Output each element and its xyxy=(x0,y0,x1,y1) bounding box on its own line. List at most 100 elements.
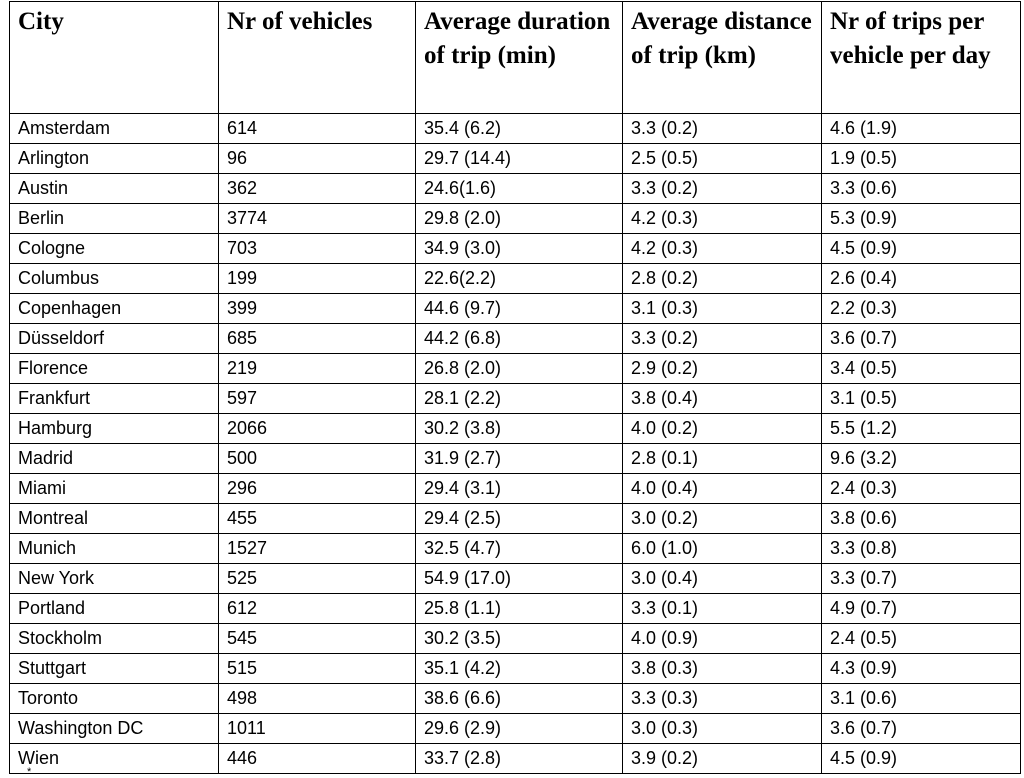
distance-cell: 3.0 (0.4) xyxy=(622,563,822,594)
city-cell: Cologne xyxy=(9,233,219,264)
distance-cell: 3.8 (0.4) xyxy=(622,383,822,414)
vehicles-cell: 219 xyxy=(218,353,416,384)
table-row: New York 525 54.9 (17.0) 3.0 (0.4) 3.3 (0.7) xyxy=(9,563,1021,594)
city-cell: Copenhagen xyxy=(9,293,219,324)
vehicles-cell: 3774 xyxy=(218,203,416,234)
distance-cell: 3.3 (0.2) xyxy=(622,113,822,144)
table-row: Düsseldorf 685 44.2 (6.8) 3.3 (0.2) 3.6 (0.7… xyxy=(9,323,1021,354)
vehicles-cell: 515 xyxy=(218,653,416,684)
city-cell: Stuttgart xyxy=(9,653,219,684)
duration-cell: 30.2 (3.5) xyxy=(415,623,623,654)
duration-cell: 29.6 (2.9) xyxy=(415,713,623,744)
city-cell: Portland xyxy=(9,593,219,624)
header-average-duration: Average duration of trip (min) xyxy=(415,1,623,114)
duration-cell: 44.2 (6.8) xyxy=(415,323,623,354)
trips-cell: 5.3 (0.9) xyxy=(821,203,1021,234)
table-row: Washington DC 1011 29.6 (2.9) 3.0 (0.3) 3.6 … xyxy=(9,713,1021,744)
trips-cell: 3.3 (0.7) xyxy=(821,563,1021,594)
table-row: Wien 446 33.7 (2.8) 3.9 (0.2) 4.5 (0.9) xyxy=(9,743,1021,774)
distance-cell: 4.2 (0.3) xyxy=(622,203,822,234)
duration-cell: 29.4 (2.5) xyxy=(415,503,623,534)
distance-cell: 3.8 (0.3) xyxy=(622,653,822,684)
vehicles-cell: 399 xyxy=(218,293,416,324)
trips-cell: 3.8 (0.6) xyxy=(821,503,1021,534)
duration-cell: 28.1 (2.2) xyxy=(415,383,623,414)
duration-cell: 24.6(1.6) xyxy=(415,173,623,204)
table-row: Munich 1527 32.5 (4.7) 6.0 (1.0) 3.3 (0.8) xyxy=(9,533,1021,564)
city-cell: Wien xyxy=(9,743,219,774)
duration-cell: 34.9 (3.0) xyxy=(415,233,623,264)
table-row: Cologne 703 34.9 (3.0) 4.2 (0.3) 4.5 (0.9) xyxy=(9,233,1021,264)
distance-cell: 2.9 (0.2) xyxy=(622,353,822,384)
trips-cell: 3.3 (0.8) xyxy=(821,533,1021,564)
duration-cell: 26.8 (2.0) xyxy=(415,353,623,384)
trips-cell: 2.2 (0.3) xyxy=(821,293,1021,324)
header-city: City xyxy=(9,1,219,114)
city-cell: Montreal xyxy=(9,503,219,534)
city-cell: Munich xyxy=(9,533,219,564)
trips-cell: 3.1 (0.5) xyxy=(821,383,1021,414)
city-cell: Hamburg xyxy=(9,413,219,444)
vehicles-cell: 685 xyxy=(218,323,416,354)
vehicles-cell: 612 xyxy=(218,593,416,624)
distance-cell: 2.8 (0.1) xyxy=(622,443,822,474)
trips-cell: 3.3 (0.6) xyxy=(821,173,1021,204)
trips-cell: 2.4 (0.5) xyxy=(821,623,1021,654)
trips-cell: 2.6 (0.4) xyxy=(821,263,1021,294)
vehicles-cell: 96 xyxy=(218,143,416,174)
footnote-marker: * xyxy=(27,766,32,778)
trips-cell: 4.5 (0.9) xyxy=(821,743,1021,774)
distance-cell: 4.0 (0.2) xyxy=(622,413,822,444)
vehicles-cell: 597 xyxy=(218,383,416,414)
header-average-distance: Average distance of trip (km) xyxy=(622,1,822,114)
duration-cell: 32.5 (4.7) xyxy=(415,533,623,564)
vehicles-cell: 525 xyxy=(218,563,416,594)
vehicle-trips-table: City Nr of vehicles Average duration of … xyxy=(9,1,1021,774)
header-trips-per-vehicle: Nr of trips per vehicle per day xyxy=(821,1,1021,114)
vehicles-cell: 498 xyxy=(218,683,416,714)
vehicles-cell: 2066 xyxy=(218,413,416,444)
trips-cell: 5.5 (1.2) xyxy=(821,413,1021,444)
distance-cell: 4.0 (0.9) xyxy=(622,623,822,654)
trips-cell: 4.9 (0.7) xyxy=(821,593,1021,624)
distance-cell: 3.1 (0.3) xyxy=(622,293,822,324)
distance-cell: 3.3 (0.3) xyxy=(622,683,822,714)
city-cell: Toronto xyxy=(9,683,219,714)
city-cell: Madrid xyxy=(9,443,219,474)
vehicles-cell: 199 xyxy=(218,263,416,294)
table-row: Austin 362 24.6(1.6) 3.3 (0.2) 3.3 (0.6) xyxy=(9,173,1021,204)
table-row: Berlin 3774 29.8 (2.0) 4.2 (0.3) 5.3 (0.9) xyxy=(9,203,1021,234)
city-cell: Düsseldorf xyxy=(9,323,219,354)
trips-cell: 1.9 (0.5) xyxy=(821,143,1021,174)
table-row: Florence 219 26.8 (2.0) 2.9 (0.2) 3.4 (0.5) xyxy=(9,353,1021,384)
trips-cell: 4.5 (0.9) xyxy=(821,233,1021,264)
city-cell: Frankfurt xyxy=(9,383,219,414)
distance-cell: 2.8 (0.2) xyxy=(622,263,822,294)
duration-cell: 29.4 (3.1) xyxy=(415,473,623,504)
trips-cell: 3.4 (0.5) xyxy=(821,353,1021,384)
distance-cell: 3.0 (0.2) xyxy=(622,503,822,534)
table-row: Amsterdam 614 35.4 (6.2) 3.3 (0.2) 4.6 (1.9) xyxy=(9,113,1021,144)
trips-cell: 3.1 (0.6) xyxy=(821,683,1021,714)
table-body: Amsterdam 614 35.4 (6.2) 3.3 (0.2) 4.6 (1.9)… xyxy=(9,113,1021,774)
city-cell: Austin xyxy=(9,173,219,204)
distance-cell: 3.3 (0.1) xyxy=(622,593,822,624)
vehicles-cell: 296 xyxy=(218,473,416,504)
table-row: Frankfurt 597 28.1 (2.2) 3.8 (0.4) 3.1 (0.5) xyxy=(9,383,1021,414)
vehicles-cell: 614 xyxy=(218,113,416,144)
trips-cell: 3.6 (0.7) xyxy=(821,323,1021,354)
distance-cell: 3.3 (0.2) xyxy=(622,173,822,204)
duration-cell: 35.1 (4.2) xyxy=(415,653,623,684)
vehicles-cell: 446 xyxy=(218,743,416,774)
city-cell: New York xyxy=(9,563,219,594)
distance-cell: 3.0 (0.3) xyxy=(622,713,822,744)
table-row: Miami 296 29.4 (3.1) 4.0 (0.4) 2.4 (0.3) xyxy=(9,473,1021,504)
duration-cell: 31.9 (2.7) xyxy=(415,443,623,474)
table-row: Copenhagen 399 44.6 (9.7) 3.1 (0.3) 2.2 (0.3… xyxy=(9,293,1021,324)
trips-cell: 3.6 (0.7) xyxy=(821,713,1021,744)
trips-cell: 2.4 (0.3) xyxy=(821,473,1021,504)
distance-cell: 2.5 (0.5) xyxy=(622,143,822,174)
city-cell: Arlington xyxy=(9,143,219,174)
table-row: Montreal 455 29.4 (2.5) 3.0 (0.2) 3.8 (0.6) xyxy=(9,503,1021,534)
distance-cell: 3.9 (0.2) xyxy=(622,743,822,774)
